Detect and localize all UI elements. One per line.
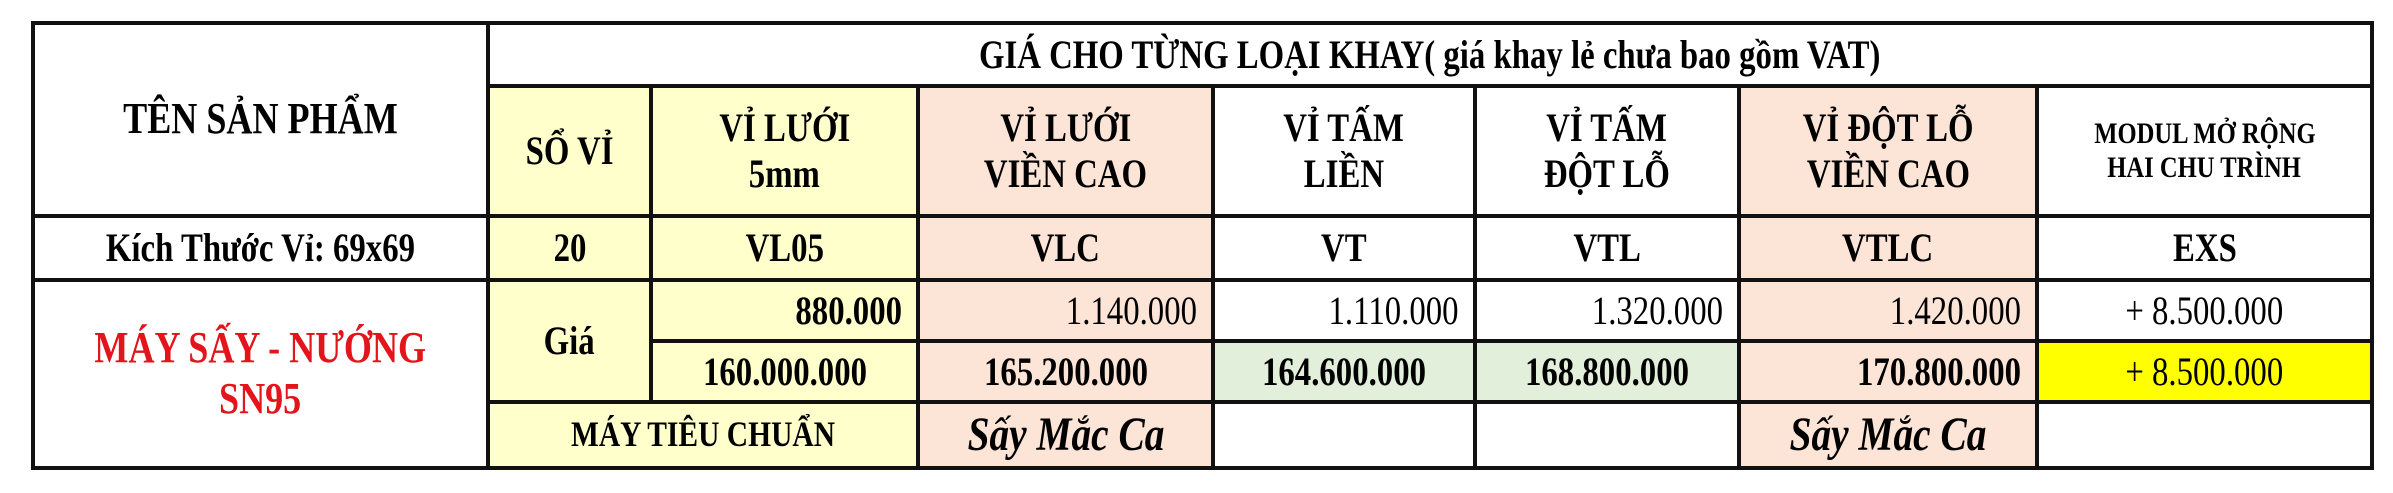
price-table: TÊN SẢN PHẨM GIÁ CHO TỪNG LOẠI KHAY( giá… xyxy=(31,21,2375,470)
col-header-vtlc: VỈ ĐỘT LỖ VIỀN CAO xyxy=(1737,84,2039,218)
header-row-1: TÊN SẢN PHẨM GIÁ CHO TỪNG LOẠI KHAY( giá… xyxy=(31,21,2375,218)
machine-price-row: 160.000.000 165.200.000 164.600.000 168.… xyxy=(33,339,2375,404)
machine-price-vtlc: 170.800.000 xyxy=(1737,339,2039,404)
tray-price-vtlc: 1.420.000 xyxy=(1737,278,2039,343)
machine-price-vlc: 165.200.000 xyxy=(916,339,1215,404)
product-name: MÁY SẤY - NƯỚNG SN95 xyxy=(31,278,490,470)
exs-note-empty xyxy=(2034,400,2375,470)
col-header-vt: VỈ TẤM LIỀN xyxy=(1211,84,1477,218)
vt-note-empty xyxy=(1211,400,1477,470)
tray-price-vtl: 1.320.000 xyxy=(1473,278,1741,343)
vlc-note: Sấy Mắc Ca xyxy=(916,400,1215,470)
product-name-header: TÊN SẢN PHẨM xyxy=(31,21,490,218)
col-header-vl05: VỈ LƯỚI 5mm xyxy=(649,84,920,218)
code-vtlc: VTLC xyxy=(1737,214,2039,282)
tray-price-row: MÁY SẤY - NƯỚNG SN95 Giá 880.000 1.140.00… xyxy=(31,278,2375,470)
code-vtl: VTL xyxy=(1473,214,1741,282)
vtlc-note: Sấy Mắc Ca xyxy=(1737,400,2039,470)
machine-price-vt: 164.600.000 xyxy=(1211,339,1477,404)
price-label: Giá xyxy=(486,278,653,404)
col-header-vlc: VỈ LƯỚI VIỀN CAO xyxy=(916,84,1215,218)
col-header-exs: MODUL MỞ RỘNG HAI CHU TRÌNH xyxy=(2034,84,2375,218)
size-label: Kích Thước Vỉ: 69x69 xyxy=(31,214,490,282)
code-vt: VT xyxy=(1211,214,1477,282)
machine-price-exs: + 8.500.000 xyxy=(2034,339,2375,404)
size-value: 20 xyxy=(486,214,653,282)
machine-price-vtl: 168.800.000 xyxy=(1473,339,1741,404)
code-exs: EXS xyxy=(2034,214,2375,282)
tray-price-vlc: 1.140.000 xyxy=(916,278,1215,343)
vtl-note-empty xyxy=(1473,400,1741,470)
notes-row: MÁY TIÊU CHUẨN Sấy Mắc Ca Sấy Mắc Ca xyxy=(33,400,2375,470)
col-header-so-vi: SỔ VỈ xyxy=(486,84,653,218)
size-row: Kích Thước Vỉ: 69x69 20 VL05 VLC VT VTL … xyxy=(31,214,2375,282)
standard-machine-note: MÁY TIÊU CHUẨN xyxy=(486,400,920,470)
header-row-2: SỔ VỈ VỈ LƯỚI 5mm VỈ LƯỚI VIỀN CAO VỈ TẤM L… xyxy=(33,84,2375,218)
code-vl05: VL05 xyxy=(649,214,920,282)
tray-price-vl05: 880.000 xyxy=(649,278,920,343)
col-header-vtl: VỈ TẤM ĐỘT LỖ xyxy=(1473,84,1741,218)
code-vlc: VLC xyxy=(916,214,1215,282)
tray-price-exs: + 8.500.000 xyxy=(2034,278,2375,343)
group-title: GIÁ CHO TỪNG LOẠI KHAY( giá khay lẻ chưa… xyxy=(485,21,2375,88)
machine-price-vl05: 160.000.000 xyxy=(649,339,920,404)
tray-price-vt: 1.110.000 xyxy=(1211,278,1477,343)
